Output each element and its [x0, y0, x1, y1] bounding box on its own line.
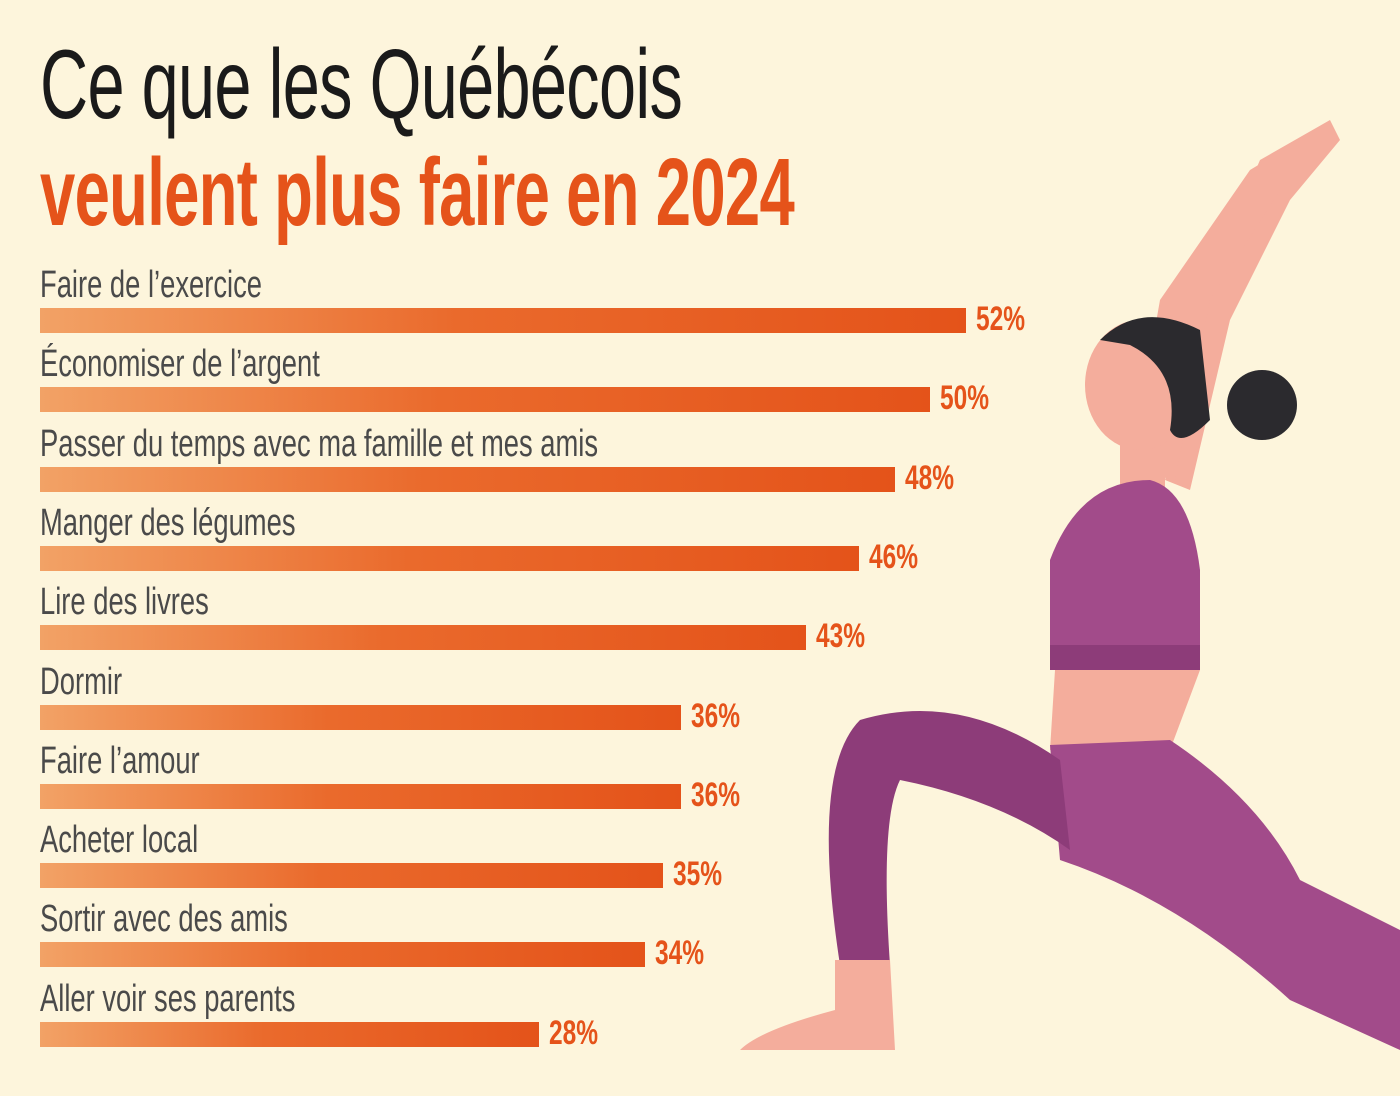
value-label: 34%	[655, 934, 705, 973]
bar	[40, 466, 895, 492]
value-label: 28%	[548, 1013, 598, 1052]
category-label: Passer du temps avec ma famille et mes a…	[40, 422, 599, 465]
bar	[40, 625, 806, 651]
category-label: Économiser de l’argent	[40, 343, 320, 386]
bar	[40, 308, 966, 333]
value-label: 36%	[691, 775, 741, 814]
value-label: 43%	[815, 617, 865, 656]
category-label: Aller voir ses parents	[40, 977, 296, 1020]
title-line-1: Ce que les Québécois	[40, 29, 683, 139]
bar	[40, 545, 860, 571]
category-label: Acheter local	[40, 819, 199, 862]
value-label: 48%	[904, 458, 954, 497]
bar	[40, 783, 682, 809]
category-label: Lire des livres	[40, 581, 209, 624]
category-label: Dormir	[40, 660, 123, 703]
value-label: 46%	[869, 537, 919, 576]
bar	[40, 387, 931, 413]
value-label: 50%	[940, 379, 990, 418]
yoga-woman-illustration	[740, 120, 1400, 1050]
bar	[40, 704, 682, 730]
value-label: 52%	[976, 300, 1026, 338]
title-line-2: veulent plus faire en 2024	[40, 139, 795, 246]
category-label: Sortir avec des amis	[40, 898, 288, 941]
value-label: 36%	[691, 696, 741, 735]
category-label: Manger des légumes	[40, 501, 296, 544]
bar	[40, 863, 664, 889]
value-label: 35%	[673, 855, 723, 894]
bar	[40, 942, 646, 968]
category-label: Faire de l’exercice	[40, 264, 263, 306]
bar	[40, 1021, 539, 1047]
category-label: Faire l’amour	[40, 739, 200, 782]
